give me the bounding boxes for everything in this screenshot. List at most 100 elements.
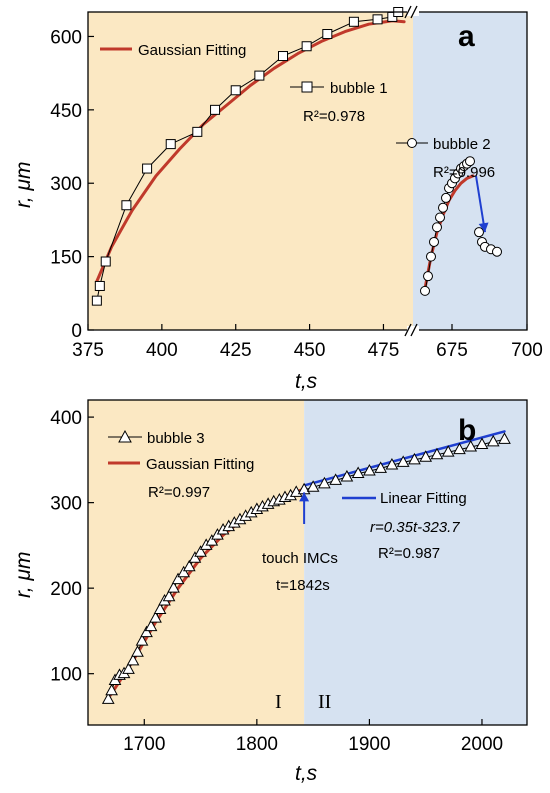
- bubble-2-point-2: [423, 271, 433, 282]
- touch-imcs-arrow: [299, 492, 310, 525]
- panel-a-xtick-label-375: 375: [72, 340, 104, 361]
- legend-gauss-label: Gaussian Fitting: [146, 456, 254, 473]
- panel-a-ytick-label-300: 300: [50, 174, 82, 195]
- bubble-3-point-17: [171, 572, 185, 585]
- bubble-3-point-23: [205, 534, 219, 546]
- bubble-3-point-51: [430, 447, 444, 460]
- bubble-3-point-1: [101, 692, 115, 704]
- axis-break-top-mark-1: [404, 5, 412, 19]
- panel-a-ytick-label-0: 0: [71, 321, 82, 342]
- bubble-3-point-56: [486, 434, 500, 447]
- panel-b-ytick-label-300: 300: [50, 494, 82, 515]
- panel-a-ytick-label-450: 450: [50, 101, 82, 122]
- bubble-3-point-18: [177, 565, 191, 578]
- bubble-2-point-1: [420, 285, 430, 296]
- bubble-2-point-7: [438, 202, 448, 213]
- r2-gauss: R²=0.997: [148, 484, 210, 501]
- bubble-1-point-15: [372, 14, 383, 25]
- panel-b-axes: [87, 399, 528, 726]
- chart-panel-a: 375 400 425 450 475 675 700 0 150 300 450 600 a Gau…: [12, 5, 543, 393]
- legend-bubble2-label: bubble 2: [433, 136, 491, 153]
- panel-a-background-segment-1: [88, 12, 413, 330]
- bubble-3-point-15: [162, 589, 176, 602]
- panel-a-xtick-label-700: 700: [511, 340, 543, 361]
- bubble-1-point-4: [121, 200, 132, 211]
- bubble-3-point-6: [122, 662, 135, 674]
- legend-linear-label: Linear Fitting: [380, 490, 467, 507]
- legend-bubble2-marker: [407, 138, 417, 148]
- panel-a-ylabel: r, μm: [12, 161, 35, 208]
- bubble-3-point-19: [182, 559, 196, 572]
- panel-b-series: [101, 432, 511, 704]
- bubble-1-point-12: [301, 41, 312, 52]
- axis-break-bottom-mark-1: [404, 323, 412, 337]
- r2-bubble1: R²=0.978: [303, 108, 365, 125]
- bubble-2-point-21: [492, 246, 502, 257]
- axis-break-bottom-mark-2: [410, 323, 418, 337]
- bubble-1-point-7: [192, 126, 203, 137]
- bubble-1-point-11: [278, 51, 288, 62]
- bubble-3-point-13: [153, 602, 167, 615]
- bubble-3-point-52: [441, 445, 455, 457]
- legend-fit-label: Gaussian Fitting: [138, 42, 246, 59]
- bubble-3-point-12: [149, 611, 162, 623]
- panel-b-ticks: 1700 1800 1900 2000 100 200 300 400: [50, 408, 503, 755]
- bubble-2-point-6: [435, 212, 445, 223]
- bubble-3-point-46: [374, 461, 388, 473]
- panel-b-ylabel: r, μm: [12, 551, 35, 598]
- bubble-2-point-4: [429, 236, 439, 247]
- panel-b-ytick-label-400: 400: [50, 408, 82, 429]
- bubble-3-point-43: [340, 469, 354, 482]
- legend-bubble3-marker: [118, 429, 132, 443]
- bubble-1-point-9: [230, 85, 241, 96]
- bubble-3-point-2: [105, 683, 118, 696]
- panel-b-xlabel: t,s: [295, 762, 318, 785]
- bubble-3-point-20: [188, 551, 202, 563]
- bubble-3-point-42: [329, 473, 342, 485]
- bubble-3-point-53: [453, 442, 466, 455]
- axis-break-bottom-gap: [407, 326, 419, 334]
- axis-break-top-gap: [407, 8, 419, 16]
- bubble-3-point-48: [396, 455, 410, 467]
- bubble-1-point-6: [165, 139, 176, 150]
- panel-a-xtick-label-475: 475: [368, 340, 400, 361]
- legend-bubble1-label: bubble 1: [330, 80, 388, 97]
- bubble-2-point-17: [474, 227, 484, 238]
- panel-b-xtick-label-2000: 2000: [461, 734, 503, 755]
- panel-b-xtick-label-1700: 1700: [123, 734, 165, 755]
- bubble-1-point-13: [322, 29, 333, 40]
- bubble-3-point-50: [419, 450, 433, 462]
- panel-a-ytick-label-150: 150: [50, 248, 82, 269]
- bubble-2-point-5: [432, 222, 442, 233]
- legend-bubble3-label: bubble 3: [147, 430, 205, 447]
- r2-linear: R²=0.987: [378, 545, 440, 562]
- bubble-3-point-57: [498, 432, 511, 444]
- bubble-3-point-41: [318, 476, 331, 489]
- bubble-1-point-3: [100, 256, 111, 267]
- panel-a-axes: [87, 5, 528, 337]
- panel-b-ytick-label-200: 200: [50, 579, 82, 600]
- panel-a-xtick-label-400: 400: [146, 340, 178, 361]
- bubble-3-point-40: [306, 480, 320, 492]
- panel-a-series: [91, 7, 502, 306]
- bubble-1-point-8: [210, 104, 221, 115]
- bubble-3-point-54: [464, 440, 478, 452]
- bubble-1-point-2: [94, 280, 105, 291]
- touch-imcs-label: touch IMCs: [262, 550, 338, 567]
- panel-a-ytick-label-600: 600: [50, 27, 82, 48]
- panel-b-frame: [87, 399, 528, 726]
- bubble-3-point-9: [135, 634, 149, 646]
- bubble-3-point-47: [385, 457, 399, 470]
- bubble-1-point-10: [254, 70, 265, 81]
- bubble-1-point-14: [348, 16, 359, 27]
- panel-a-arrow: [475, 175, 489, 233]
- touch-time-label: t=1842s: [276, 577, 330, 594]
- bubble-3-point-49: [408, 452, 421, 465]
- bubble-3-point-10: [140, 625, 153, 638]
- panel-b-xtick-label-1800: 1800: [236, 734, 278, 755]
- gaussian-fit-line-a-1: [95, 19, 406, 283]
- bubble-3-point-21: [194, 545, 207, 557]
- bubble-1-point-1: [91, 295, 102, 306]
